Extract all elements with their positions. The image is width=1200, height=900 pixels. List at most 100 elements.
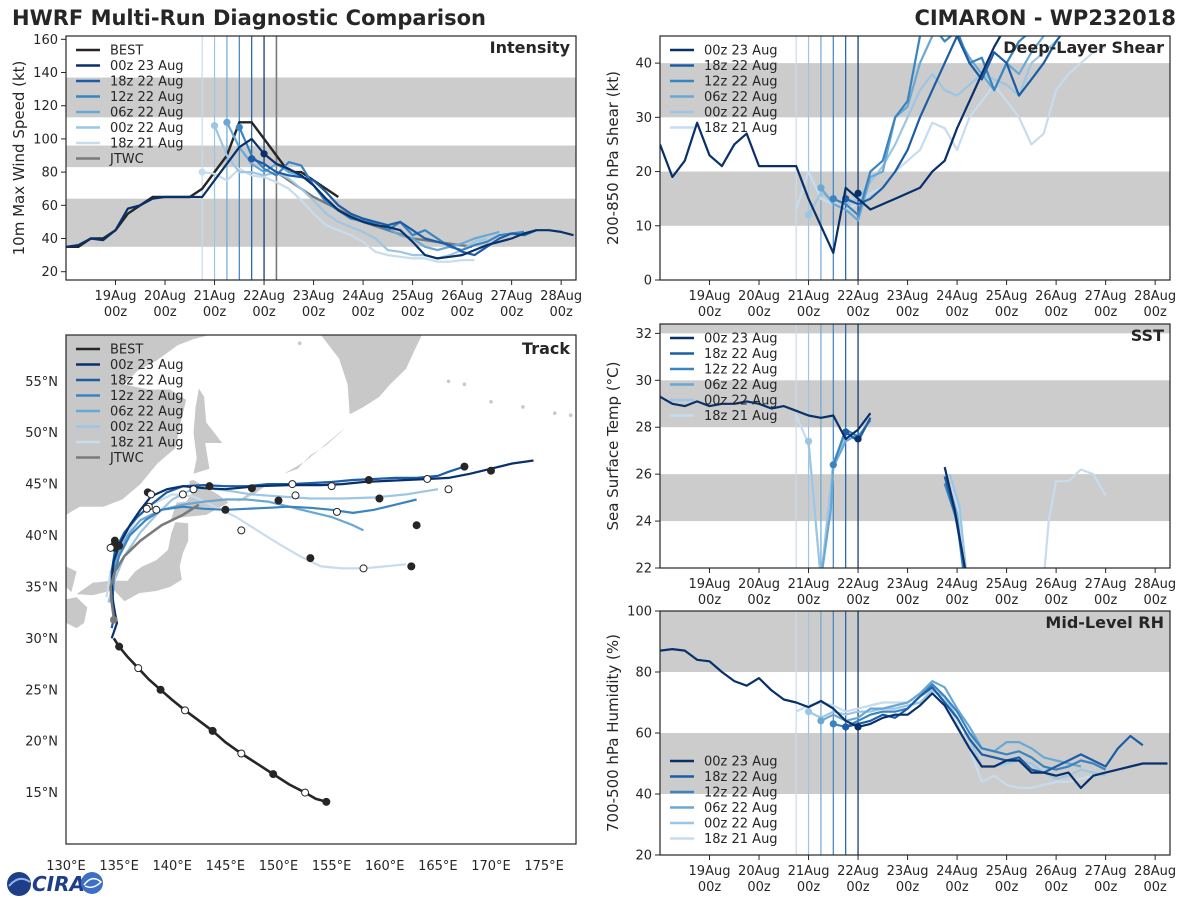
x-tick-label-day: 23Aug	[887, 864, 929, 879]
series-dot-1	[248, 155, 256, 163]
lon-tick-label: 145°E	[206, 859, 246, 874]
y-tick-label: 100	[627, 605, 652, 620]
legend-label: 00z 23 Aug	[110, 358, 184, 373]
x-tick-label-day: 21Aug	[788, 289, 830, 304]
series-line-0	[66, 137, 574, 260]
best-track-marker	[134, 664, 143, 673]
series-line-4	[948, 473, 967, 568]
x-tick-label-hour: 00z	[500, 305, 524, 320]
x-tick-label-hour: 00z	[846, 305, 870, 320]
series-line-4	[807, 40, 1057, 216]
legend-label: 00z 23 Aug	[704, 332, 778, 347]
x-tick-label-day: 25Aug	[986, 289, 1028, 304]
jtwc-current-marker	[110, 616, 118, 624]
x-tick-label-day: 24Aug	[936, 577, 978, 592]
x-tick-label-day: 20Aug	[738, 289, 780, 304]
x-tick-label-day: 28Aug	[1134, 289, 1176, 304]
legend-label: 06z 22 Aug	[704, 801, 778, 816]
x-tick-label-hour: 00z	[896, 880, 920, 895]
legend-label: 00z 22 Aug	[704, 106, 778, 121]
track-line-1	[110, 465, 465, 629]
run-track-marker	[147, 490, 155, 499]
series-line-0	[660, 36, 1002, 254]
x-tick-label-hour: 00z	[797, 880, 821, 895]
x-tick-label-day: 24Aug	[936, 289, 978, 304]
track-panel: 15°N 20°N 25°N 30°N 35°N 40°N 45°N 50°N 55°N 130°…	[25, 334, 577, 874]
series-line-1	[845, 686, 1144, 774]
x-tick-label-hour: 00z	[698, 305, 722, 320]
island-dot	[521, 405, 525, 409]
island-dot	[568, 413, 573, 418]
x-tick-label-hour: 00z	[896, 305, 920, 320]
y-axis-label: 200-850 hPa Shear (kt)	[604, 71, 622, 245]
x-tick-label-day: 22Aug	[837, 864, 879, 879]
legend-label: 00z 22 Aug	[110, 420, 184, 435]
x-tick-label-day: 21Aug	[194, 289, 236, 304]
x-tick-label-hour: 00z	[846, 880, 870, 895]
panel-title: SST	[1131, 326, 1164, 345]
legend-label: 12z 22 Aug	[110, 90, 184, 105]
x-tick-label-hour: 00z	[1094, 880, 1118, 895]
island-dot	[489, 400, 493, 404]
series-line-0	[660, 647, 1168, 790]
y-tick-label: 0	[644, 274, 652, 289]
legend-label: 00z 22 Aug	[110, 121, 184, 136]
lat-tick-label: 45°N	[25, 478, 58, 493]
series-line-5	[1043, 468, 1107, 568]
land-shape	[66, 597, 88, 629]
legend-label: 00z 22 Aug	[704, 817, 778, 832]
x-tick-label-hour: 00z	[945, 880, 969, 895]
sst-panel: 22242628303219Aug00z20Aug00z21Aug00z22Au…	[604, 323, 1176, 608]
x-tick-label-day: 23Aug	[293, 289, 335, 304]
series-dot-2	[829, 195, 837, 203]
x-tick-label-hour: 00z	[747, 880, 771, 895]
legend-label: 18z 21 Aug	[704, 409, 778, 424]
x-tick-label-day: 19Aug	[689, 289, 731, 304]
run-track-marker	[205, 482, 214, 491]
x-tick-label-day: 22Aug	[837, 577, 879, 592]
shaded-band	[660, 611, 1170, 672]
y-tick-label: 10	[635, 219, 652, 234]
figure-title: HWRF Multi-Run Diagnostic Comparison	[12, 6, 486, 30]
legend-label: 06z 22 Aug	[704, 378, 778, 393]
panel-title: Deep-Layer Shear	[1003, 38, 1164, 57]
island-dot	[297, 341, 302, 346]
x-tick-label-hour: 00z	[302, 305, 326, 320]
x-tick-label-hour: 00z	[203, 305, 227, 320]
run-track-marker	[106, 543, 115, 552]
globe-icon	[7, 872, 31, 896]
y-tick-label: 80	[635, 666, 652, 681]
lat-tick-label: 35°N	[25, 580, 58, 595]
series-dot-2	[235, 123, 243, 131]
x-tick-label-day: 27Aug	[1085, 577, 1127, 592]
map-area	[66, 335, 573, 806]
plot-area	[660, 611, 1170, 855]
shaded-band	[66, 77, 576, 118]
run-track-marker	[221, 505, 230, 514]
y-tick-label: 32	[635, 327, 652, 342]
series-dot-3	[817, 184, 825, 192]
swirl-icon	[81, 872, 103, 894]
legend-label: 18z 22 Aug	[704, 770, 778, 785]
x-tick-label-hour: 00z	[995, 593, 1019, 608]
y-tick-label: 120	[33, 99, 58, 114]
x-tick-label-hour: 00z	[896, 593, 920, 608]
x-tick-label-hour: 00z	[1044, 593, 1068, 608]
plot-area	[66, 36, 576, 280]
x-tick-label-hour: 00z	[995, 305, 1019, 320]
x-tick-label-hour: 00z	[1044, 305, 1068, 320]
jtwc-track-line	[109, 503, 200, 618]
y-tick-label: 30	[635, 374, 652, 389]
best-track-marker	[237, 749, 246, 758]
y-tick-label: 140	[33, 66, 58, 81]
series-line-5	[795, 45, 1107, 211]
legend-label: 18z 22 Aug	[110, 75, 184, 90]
series-dot-4	[804, 211, 813, 219]
legend-label: 00z 23 Aug	[704, 755, 778, 770]
lon-tick-label: 175°E	[524, 859, 564, 874]
logo-text: CIRA	[32, 872, 85, 896]
legend-label: JTWC	[109, 152, 144, 167]
y-axis-label: Sea Surface Temp (°C)	[604, 361, 622, 530]
run-track-marker	[306, 554, 315, 563]
